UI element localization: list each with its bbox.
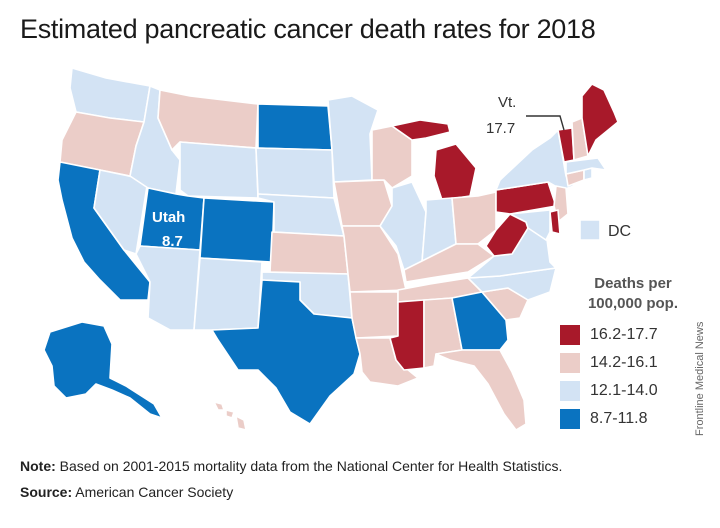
legend-swatch-high [560, 353, 580, 373]
state-MT [157, 89, 259, 151]
state-ND [257, 103, 333, 151]
legend-title: Deaths per 100,000 pop. [574, 274, 692, 314]
vt-leader-line [526, 115, 565, 131]
legend-item-low: 8.7-11.8 [560, 408, 648, 430]
state-KS [269, 231, 349, 275]
state-AK [43, 321, 163, 419]
utah-value-label: 8.7 [162, 233, 183, 250]
state-MD [509, 209, 551, 241]
state-OH [451, 191, 497, 245]
state-WY [179, 141, 259, 199]
chart-title: Estimated pancreatic cancer death rates … [20, 14, 596, 44]
state-ME [581, 83, 619, 157]
legend-swatch-mid [560, 381, 580, 401]
source-label: Source: [20, 484, 73, 500]
vt-name-label: Vt. [498, 94, 516, 111]
note-label: Note: [20, 458, 56, 474]
source-text: American Cancer Society [72, 484, 234, 500]
legend-swatch-low [560, 409, 580, 429]
utah-name-label: Utah [152, 209, 185, 226]
legend-item-high: 14.2-16.1 [560, 352, 658, 374]
note: Note: Based on 2001-2015 mortality data … [20, 458, 562, 474]
state-HI [213, 401, 247, 431]
legend-title-line1: Deaths per [594, 275, 672, 292]
legend-label-highest: 16.2-17.7 [590, 326, 658, 343]
state-SD [255, 147, 335, 199]
legend-item-highest: 16.2-17.7 [560, 324, 658, 346]
legend-label-low: 8.7-11.8 [590, 410, 648, 427]
state-MN [327, 95, 379, 183]
legend-item-mid: 12.1-14.0 [560, 380, 658, 402]
state-AR [349, 291, 399, 339]
state-DC [579, 219, 601, 241]
state-NM [193, 257, 263, 331]
legend-label-mid: 12.1-14.0 [590, 382, 658, 399]
state-FL [435, 349, 527, 431]
state-CO [199, 197, 275, 263]
state-TX [211, 279, 361, 425]
note-text: Based on 2001-2015 mortality data from t… [55, 458, 563, 474]
credit-text: Frontline Medical News [694, 321, 706, 436]
state-MA [565, 157, 607, 175]
vt-value-label: 17.7 [486, 120, 515, 137]
dc-label: DC [608, 223, 631, 240]
legend-swatch-highest [560, 325, 580, 345]
legend-label-high: 14.2-16.1 [590, 354, 658, 371]
legend-title-line2: 100,000 pop. [587, 295, 679, 312]
state-DE [549, 209, 561, 235]
source: Source: American Cancer Society [20, 484, 233, 500]
